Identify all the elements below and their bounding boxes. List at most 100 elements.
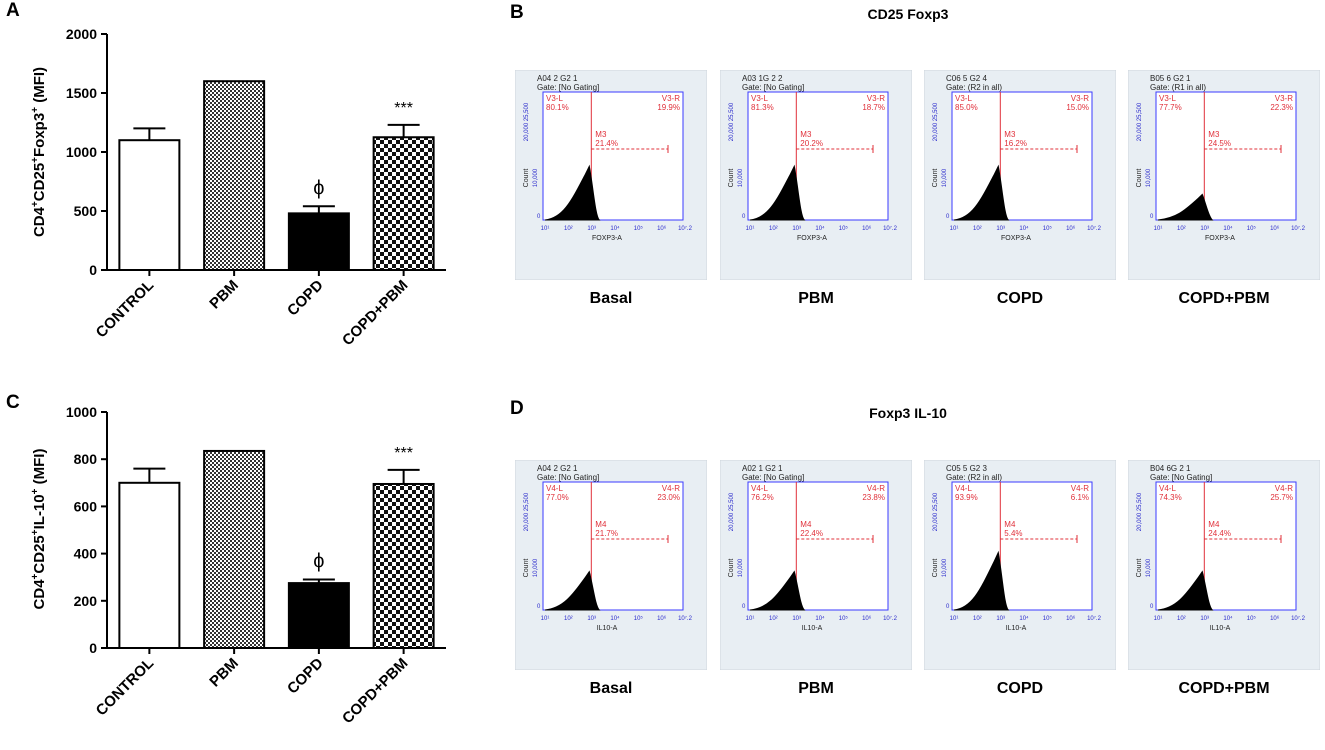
- histogram-header: A04 2 G2 1: [537, 74, 578, 83]
- x-tick-label: 10⁵: [839, 615, 849, 622]
- y-axis-label: Count: [523, 169, 530, 188]
- x-tick-label: 10⁷.2: [1087, 225, 1102, 232]
- histogram-header: C05 5 G2 3: [946, 464, 987, 473]
- marker-name: M3: [1208, 130, 1220, 139]
- x-tick-label: 10⁷.2: [1087, 615, 1102, 622]
- left-gate-pct: 77.0%: [546, 493, 569, 502]
- x-tick-label: 10⁶: [1270, 225, 1280, 232]
- x-tick-label: 10²: [1177, 226, 1186, 232]
- marker-name: M4: [595, 520, 607, 529]
- x-tick-label: 10⁴: [1019, 225, 1029, 232]
- y-tick-label: 20,000 25,500: [524, 492, 530, 531]
- histogram-header: A03 1G 2 2: [742, 74, 783, 83]
- condition-label-copd: COPD: [996, 290, 1044, 307]
- x-tick-label: 10⁵: [634, 615, 644, 622]
- x-tick-label: 10²: [973, 226, 982, 232]
- right-gate-name: V4-R: [662, 484, 680, 493]
- x-axis-label: FOXP3-A: [592, 235, 622, 242]
- x-tick-label: 10⁷.2: [678, 615, 693, 622]
- y-tick-label: 20,000 25,500: [729, 492, 735, 531]
- x-tick-label: 10¹: [1154, 226, 1163, 232]
- left-gate-pct: 85.0%: [955, 103, 978, 112]
- x-tick-label: 10⁴: [815, 615, 825, 622]
- marker-pct: 16.2%: [1004, 139, 1027, 148]
- y-tick-label: 500: [74, 203, 98, 219]
- marker-pct: 21.7%: [595, 529, 618, 538]
- right-gate-pct: 15.0%: [1066, 103, 1089, 112]
- significance-label: ϕ: [313, 177, 324, 199]
- condition-label-basal: Basal: [589, 680, 633, 697]
- y-axis-label: Count: [932, 169, 939, 188]
- x-tick-label: CONTROL: [93, 277, 157, 341]
- histogram-plot-frame: [542, 481, 684, 611]
- histogram-gate: Gate: [No Gating]: [742, 473, 804, 482]
- y-axis-label: Count: [1136, 169, 1143, 188]
- y-axis-label: Count: [932, 559, 939, 578]
- histogram-gate: Gate: (R1 in all): [1150, 83, 1206, 92]
- y-tick-label: 200: [74, 593, 98, 609]
- bar-chart-a: 0 500 1000 1500 2000 CONTROL PBM COPD ϕ COPD+PBM *…: [66, 26, 446, 349]
- left-gate-name: V4-L: [546, 484, 563, 493]
- y-tick-label: 10,000: [1146, 168, 1152, 187]
- left-gate-name: V3-L: [955, 94, 972, 103]
- y-tick-label: 20,000 25,500: [524, 102, 530, 141]
- left-gate-pct: 76.2%: [751, 493, 774, 502]
- x-tick-label: 10⁴: [815, 225, 825, 232]
- x-tick-label: 10⁶: [657, 615, 667, 622]
- histogram-gate: Gate: [No Gating]: [537, 83, 599, 92]
- panel-letter-b: B: [510, 2, 524, 23]
- histogram-distribution: [749, 570, 806, 611]
- x-tick-label: 10⁶: [862, 225, 872, 232]
- marker-pct: 5.4%: [1004, 529, 1022, 538]
- condition-label-pbm: PBM: [798, 680, 834, 697]
- histogram-distribution: [953, 164, 1010, 221]
- x-tick-label: 10⁴: [1019, 615, 1029, 622]
- y-tick-label: 20,000 25,500: [933, 492, 939, 531]
- histogram-gate: Gate: (R2 in all): [946, 473, 1002, 482]
- y-tick-label: 0: [537, 604, 541, 610]
- y-tick-label: 0: [1150, 604, 1154, 610]
- x-tick-label: 10³: [587, 616, 596, 622]
- x-tick-label: 10⁴: [1223, 615, 1233, 622]
- section-title-foxp3-il10: Foxp3 IL-10: [869, 405, 947, 421]
- right-gate-pct: 22.3%: [1270, 103, 1293, 112]
- y-tick-label: 10,000: [1146, 558, 1152, 577]
- x-tick-label: 10³: [792, 616, 801, 622]
- y-tick-label: 20,000 25,500: [933, 102, 939, 141]
- x-tick-label: 10¹: [950, 616, 959, 622]
- x-tick-label: 10⁶: [1066, 225, 1076, 232]
- histogram-header: B04 6G 2 1: [1150, 464, 1191, 473]
- left-gate-pct: 81.3%: [751, 103, 774, 112]
- histogram-gate: Gate: (R2 in all): [946, 83, 1002, 92]
- right-gate-name: V4-R: [1275, 484, 1293, 493]
- bar-copd: [287, 582, 350, 650]
- x-tick-label: 10¹: [746, 616, 755, 622]
- bar-control: [118, 139, 181, 271]
- bar-chart-c: 0 200 400 600 800 1000 CONTROL PBM COPD ϕ COPD+PBM…: [66, 404, 446, 727]
- marker-name: M4: [1004, 520, 1016, 529]
- x-tick-label: 10¹: [950, 226, 959, 232]
- x-tick-label: 10⁵: [1247, 615, 1257, 622]
- y-tick-label: 1500: [66, 85, 97, 101]
- marker-name: M4: [1208, 520, 1220, 529]
- y-tick-label: 400: [74, 546, 98, 562]
- y-tick-label: 0: [537, 214, 541, 220]
- panel-letter-d: D: [510, 398, 524, 419]
- bar-pbm: [203, 80, 266, 271]
- x-tick-label: 10⁵: [1043, 225, 1053, 232]
- x-tick-label: PBM: [206, 277, 242, 313]
- histogram-gate: Gate: [No Gating]: [1150, 473, 1212, 482]
- histogram-distribution: [544, 570, 601, 611]
- x-axis-label: FOXP3-A: [797, 235, 827, 242]
- x-tick-label: 10⁶: [657, 225, 667, 232]
- left-gate-name: V3-L: [1159, 94, 1176, 103]
- marker-pct: 20.2%: [800, 139, 823, 148]
- right-gate-name: V4-R: [867, 484, 885, 493]
- panel-letter-c: C: [6, 392, 20, 413]
- x-tick-label: 10³: [1200, 616, 1209, 622]
- x-tick-label: CONTROL: [93, 655, 157, 719]
- x-tick-label: 10²: [1177, 616, 1186, 622]
- histogram-distribution: [1157, 570, 1214, 611]
